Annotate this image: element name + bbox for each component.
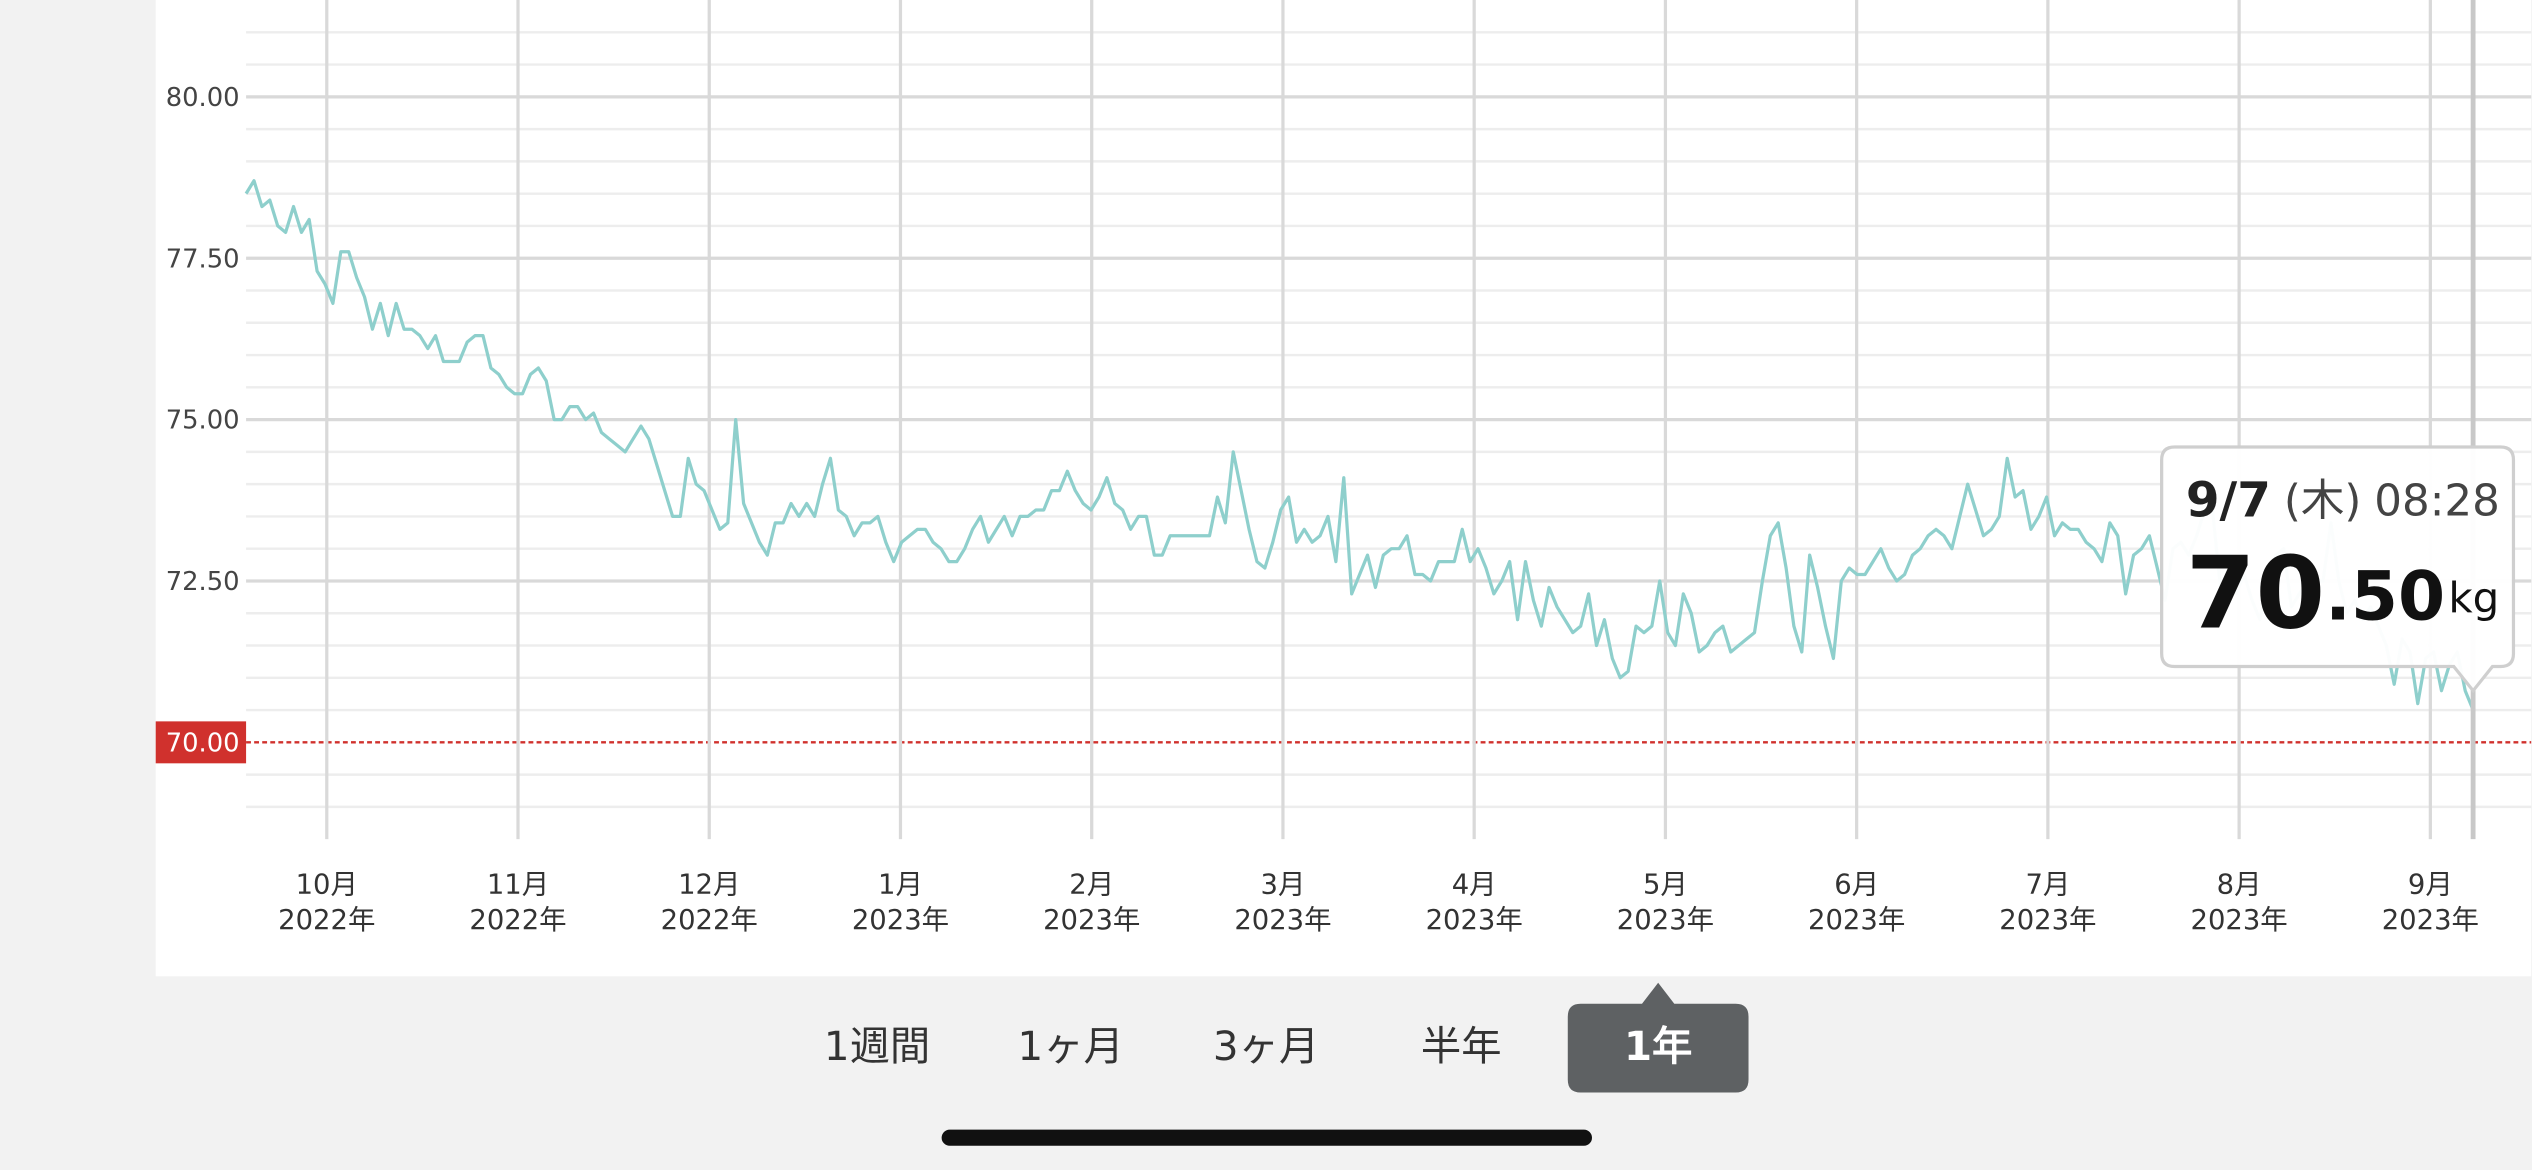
x-tick-year: 2023年 — [2382, 905, 2479, 936]
x-tick-month: 1月 — [878, 869, 923, 900]
x-tick-year: 2022年 — [278, 905, 375, 936]
tooltip-box — [2160, 445, 2516, 694]
y-tick-label: 70.00 — [166, 728, 240, 758]
home-indicator — [941, 1129, 1592, 1146]
x-tick-month: 3月 — [1261, 869, 1306, 900]
tab[interactable]: 半年 — [1421, 1023, 1502, 1070]
tab[interactable]: 3ヶ月 — [1213, 1023, 1319, 1070]
tooltip-unit: kg — [2448, 573, 2499, 622]
x-tick-month: 5月 — [1643, 869, 1688, 900]
tooltip-value-dec: .50 — [2325, 556, 2445, 635]
x-tick-month: 11月 — [487, 869, 549, 900]
tooltip-date-line: 9/7 (木) 08:28 — [2186, 473, 2500, 529]
x-tick-year: 2022年 — [661, 905, 758, 936]
tooltip-value-line: 70.50 kg — [2186, 535, 2499, 652]
y-tick-label: 75.00 — [166, 406, 240, 436]
tooltip-time: 08:28 — [2374, 477, 2500, 527]
x-tick-month: 6月 — [1834, 869, 1879, 900]
x-tick-month: 8月 — [2217, 869, 2262, 900]
tab-selected[interactable]: 1年 — [1624, 1023, 1692, 1070]
x-tick-month: 2月 — [1069, 869, 1114, 900]
y-tick-label: 80.00 — [166, 83, 240, 113]
x-tick-year: 2023年 — [1043, 905, 1140, 936]
x-tick-year: 2023年 — [1426, 905, 1523, 936]
tab-selected-bg[interactable] — [1567, 982, 1749, 1093]
y-tick-label: 72.50 — [166, 567, 240, 597]
tab[interactable]: 1ヶ月 — [1018, 1023, 1124, 1070]
x-tick-month: 10月 — [296, 869, 358, 900]
target-label-box — [155, 721, 247, 764]
x-tick-year: 2023年 — [1808, 905, 1905, 936]
x-tick-month: 12月 — [678, 869, 740, 900]
x-tick-year: 2023年 — [1234, 905, 1331, 936]
x-tick-year: 2023年 — [852, 905, 949, 936]
x-tick-year: 2023年 — [1999, 905, 2096, 936]
tooltip-value-int: 70 — [2186, 535, 2325, 652]
x-tick-month: 9月 — [2408, 869, 2453, 900]
weight-line — [244, 179, 2475, 711]
tab[interactable]: 1週間 — [824, 1023, 930, 1070]
x-tick-month: 4月 — [1452, 869, 1497, 900]
y-tick-label: 77.50 — [166, 244, 240, 274]
x-tick-month: 7月 — [2025, 869, 2070, 900]
x-tick-year: 2023年 — [2191, 905, 2288, 936]
tooltip-date: 9/7 — [2186, 473, 2271, 529]
x-tick-year: 2022年 — [469, 905, 566, 936]
x-tick-year: 2023年 — [1617, 905, 1714, 936]
tooltip-weekday: (木) — [2284, 477, 2362, 527]
